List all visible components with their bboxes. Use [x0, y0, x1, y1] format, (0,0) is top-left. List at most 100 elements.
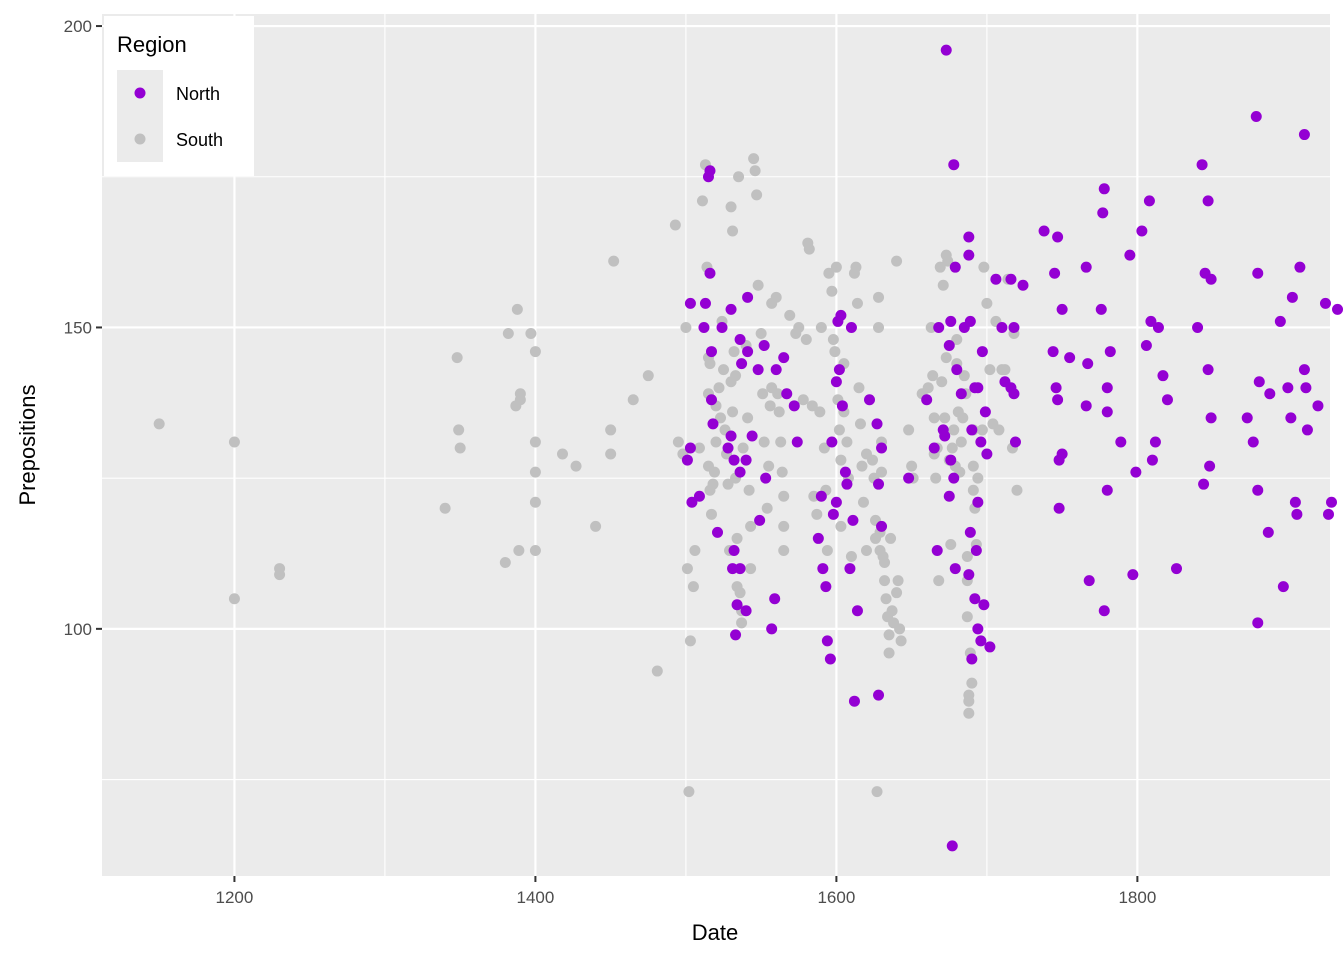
data-point-north — [928, 442, 940, 454]
data-point-south — [948, 424, 960, 436]
data-point-north — [1192, 321, 1204, 333]
data-point-north — [707, 418, 719, 430]
data-point-south — [906, 460, 918, 472]
data-point-south — [873, 321, 885, 333]
data-point-north — [1286, 291, 1298, 303]
data-point-south — [873, 291, 885, 303]
data-point-south — [850, 261, 862, 273]
data-point-south — [529, 496, 541, 508]
legend-key-north — [134, 87, 146, 99]
data-point-north — [970, 544, 982, 556]
data-point-south — [454, 442, 466, 454]
legend-label-south: South — [176, 130, 223, 150]
data-point-north — [972, 382, 984, 394]
data-point-south — [451, 352, 463, 364]
data-point-north — [943, 490, 955, 502]
data-point-north — [725, 303, 737, 315]
data-point-north — [1196, 159, 1208, 171]
data-point-south — [927, 370, 939, 382]
data-point-south — [743, 484, 755, 496]
data-point-north — [845, 321, 857, 333]
data-point-south — [841, 436, 853, 448]
data-point-north — [1104, 346, 1116, 358]
data-point-south — [439, 502, 451, 514]
data-point-north — [781, 388, 793, 400]
data-point-south — [857, 496, 869, 508]
data-point-south — [891, 587, 903, 599]
data-point-south — [696, 195, 708, 207]
data-point-north — [972, 496, 984, 508]
data-point-south — [885, 532, 897, 544]
data-point-south — [961, 551, 973, 563]
data-point-north — [996, 321, 1008, 333]
data-point-south — [867, 454, 879, 466]
data-point-south — [570, 460, 582, 472]
data-point-south — [776, 466, 788, 478]
data-point-north — [873, 689, 885, 701]
data-point-north — [727, 563, 739, 575]
data-point-south — [228, 436, 240, 448]
data-point-north — [742, 346, 754, 358]
data-point-north — [963, 569, 975, 581]
data-point-north — [704, 267, 716, 279]
data-point-south — [704, 358, 716, 370]
data-point-north — [1095, 303, 1107, 315]
data-point-south — [942, 255, 954, 267]
data-point-south — [856, 460, 868, 472]
data-point-north — [705, 394, 717, 406]
data-point-south — [513, 544, 525, 556]
data-point-north — [681, 454, 693, 466]
data-point-north — [820, 581, 832, 593]
data-point-south — [853, 382, 865, 394]
data-point-north — [969, 593, 981, 605]
data-point-north — [1008, 321, 1020, 333]
data-point-north — [734, 563, 746, 575]
y-tick-label: 100 — [64, 620, 92, 639]
data-point-north — [1140, 340, 1152, 352]
data-point-south — [922, 382, 934, 394]
data-point-south — [823, 267, 835, 279]
data-point-north — [704, 165, 716, 177]
data-point-north — [984, 641, 996, 653]
data-point-south — [770, 291, 782, 303]
data-point-north — [728, 454, 740, 466]
data-point-north — [1277, 581, 1289, 593]
data-point-north — [871, 418, 883, 430]
data-point-south — [934, 261, 946, 273]
data-point-north — [1198, 478, 1210, 490]
data-point-north — [1064, 352, 1076, 364]
data-point-north — [946, 840, 958, 852]
data-point-south — [957, 412, 969, 424]
data-point-north — [758, 340, 770, 352]
data-point-north — [1101, 484, 1113, 496]
data-point-south — [879, 557, 891, 569]
data-point-north — [1247, 436, 1259, 448]
data-point-north — [1152, 321, 1164, 333]
data-point-north — [963, 249, 975, 261]
data-point-south — [940, 352, 952, 364]
data-point-north — [833, 364, 845, 376]
data-point-north — [722, 442, 734, 454]
data-point-south — [876, 466, 888, 478]
data-point-north — [836, 400, 848, 412]
data-point-south — [891, 255, 903, 267]
data-point-north — [1143, 195, 1155, 207]
data-point-north — [949, 261, 961, 273]
data-point-south — [967, 484, 979, 496]
data-point-north — [1298, 129, 1310, 141]
data-point-south — [886, 605, 898, 617]
data-point-south — [715, 412, 727, 424]
data-point-south — [933, 575, 945, 587]
data-point-north — [705, 346, 717, 358]
data-point-north — [876, 520, 888, 532]
data-point-north — [1326, 496, 1338, 508]
data-point-north — [1038, 225, 1050, 237]
data-point-south — [958, 370, 970, 382]
data-point-north — [1282, 382, 1294, 394]
data-point-north — [734, 466, 746, 478]
data-point-south — [946, 442, 958, 454]
data-point-north — [966, 424, 978, 436]
data-point-north — [839, 466, 851, 478]
data-point-north — [1136, 225, 1148, 237]
data-point-north — [979, 406, 991, 418]
